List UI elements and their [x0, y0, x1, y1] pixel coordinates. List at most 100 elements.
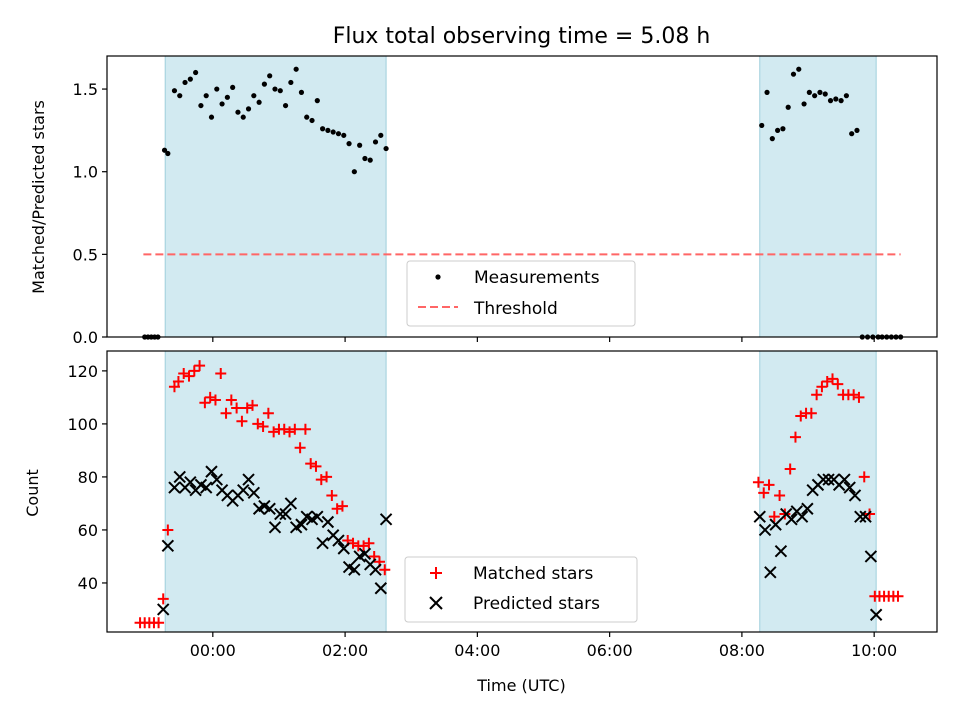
measurements-point [780, 126, 786, 132]
measurements-point [817, 89, 823, 95]
matched-stars-point [821, 375, 833, 387]
predicted-stars-point [848, 489, 862, 502]
x-axis-label: Time (UTC) [476, 676, 565, 695]
predicted-stars-point [801, 502, 814, 515]
measurements-point [357, 142, 363, 148]
measurements-point [293, 66, 299, 72]
matched-stars-point [321, 471, 333, 483]
matched-stars-point [215, 368, 227, 380]
measurements-point [245, 106, 252, 112]
measurements-point [214, 86, 220, 92]
predicted-stars-point [173, 470, 186, 484]
measurements-point [367, 157, 373, 163]
matched-stars-point [199, 397, 211, 409]
predicted-stars-point [316, 536, 329, 550]
predicted-stars-point [764, 566, 777, 579]
measurements-point [330, 129, 336, 135]
measurements-point [161, 147, 168, 153]
matched-stars-point [246, 399, 258, 411]
matched-stars-point [763, 479, 775, 491]
predicted-stars-point [321, 515, 335, 529]
matched-stars-point [278, 423, 290, 435]
ratio-y-tick-label: 0.0 [73, 328, 98, 347]
matched-stars-point [257, 421, 269, 433]
matched-stars-point [299, 423, 311, 435]
matched-stars-point [294, 442, 306, 454]
measurements-point [351, 169, 357, 175]
matched-stars-point [315, 474, 327, 486]
count-x-tick-label: 08:00 [719, 641, 765, 660]
matched-stars-point [853, 391, 865, 403]
matched-stars-point [188, 365, 200, 377]
matched-stars-point [241, 402, 253, 414]
measurements-point [309, 117, 315, 124]
matched-stars-point [892, 590, 904, 602]
predicted-stars-point [859, 510, 872, 523]
measurements-point [383, 145, 389, 152]
matched-stars-series [134, 360, 904, 629]
measurements-point [177, 93, 183, 99]
predicted-stars-point [157, 603, 170, 616]
matched-stars-point [774, 489, 786, 501]
measurements-point [224, 94, 230, 100]
measurements-point [277, 88, 283, 94]
matched-stars-point [225, 394, 237, 406]
matched-stars-point [752, 476, 764, 488]
measurements-point [849, 131, 855, 137]
predicted-stars-point [247, 486, 261, 500]
count-y-tick-label: 100 [67, 415, 98, 434]
predicted-stars-point [774, 544, 788, 558]
measurements-point [272, 86, 278, 92]
measurements-point [775, 127, 781, 133]
measurements-point [790, 71, 797, 77]
matched-stars-point [789, 431, 801, 443]
matched-stars-point [194, 360, 206, 372]
count-x-tick-label: 10:00 [851, 641, 897, 660]
measurements-point [165, 150, 171, 157]
measurements-point [812, 93, 818, 99]
matched-stars-point [262, 407, 274, 419]
measurements-point [193, 69, 199, 76]
matched-stars-point [220, 407, 232, 419]
count-y-tick-label: 40 [78, 574, 98, 593]
matched-stars-point [204, 391, 216, 403]
predicted-stars-legend-marker [429, 596, 443, 610]
predicted-stars-point [869, 608, 883, 621]
matched-stars-point [252, 418, 264, 430]
count-x-tick-label: 06:00 [587, 641, 633, 660]
ratio-observing-span-2 [759, 55, 877, 338]
measurements-point [838, 98, 844, 104]
predicted-stars-point [753, 510, 766, 523]
predicted-stars-point [769, 518, 782, 531]
predicted-stars-point [785, 513, 798, 526]
measurements-point [822, 91, 828, 97]
matched-stars-point [284, 426, 296, 438]
measurements-point [171, 88, 178, 94]
predicted-stars-point [822, 473, 835, 486]
predicted-stars-point [348, 563, 361, 576]
measurements-point [854, 127, 860, 133]
matched-stars-point [326, 489, 338, 501]
matched-stars-point [289, 423, 301, 435]
predicted-stars-point [210, 473, 223, 486]
measurements-point [314, 98, 320, 104]
measurements-point [764, 89, 770, 95]
matched-stars-point [162, 524, 174, 536]
matched-stars-point [236, 415, 248, 427]
measurements-point [187, 76, 193, 82]
matched-stars-point [768, 511, 780, 523]
ratio-y-tick-label: 1.5 [73, 80, 98, 99]
threshold-legend-label: Threshold [473, 299, 558, 319]
predicted-stars-point [263, 502, 276, 515]
predicted-stars-point [161, 539, 175, 553]
measurements-legend-marker [435, 274, 441, 280]
measurements-point [843, 93, 849, 99]
matched-stars-point [336, 500, 348, 512]
measurements-point [288, 79, 294, 86]
predicted-stars-point [332, 534, 345, 547]
count-y-tick-label: 120 [67, 362, 98, 381]
matched-stars-point [379, 564, 391, 576]
measurements-point [251, 93, 257, 99]
measurements-point [325, 127, 331, 133]
